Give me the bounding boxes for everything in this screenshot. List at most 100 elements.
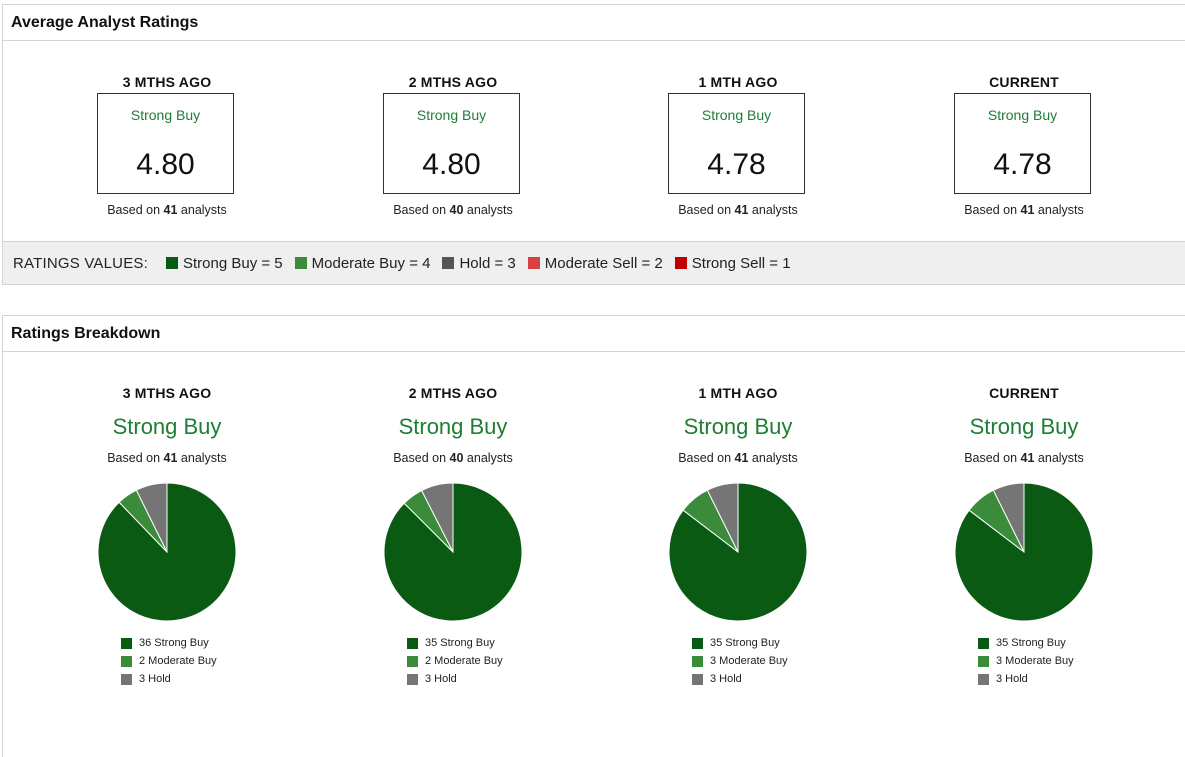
strong-sell-swatch <box>674 257 687 269</box>
ratings-breakdown-panel: Ratings Breakdown 3 MTHS AGO Strong Buy … <box>2 315 1185 757</box>
strong-buy-swatch <box>978 637 989 649</box>
rating-card-3m: Strong Buy 4.80 <box>97 93 234 194</box>
breakdown-analysts-3m: Based on 41 analysts <box>67 451 267 465</box>
based-suffix: analysts <box>1037 203 1084 217</box>
based-prefix: Based on <box>107 451 161 465</box>
pie-legend-item: 36 Strong Buy <box>121 634 217 652</box>
legend-moderate-buy: Moderate Buy = 4 <box>294 254 431 272</box>
breakdown-period-2m: 2 MTHS AGO <box>408 385 498 401</box>
pie-chart-3m <box>97 482 237 622</box>
pie-legend-label: 3 Moderate Buy <box>996 655 1074 667</box>
pie-chart-current <box>954 482 1094 622</box>
pie-legend-item: 35 Strong Buy <box>407 634 503 652</box>
based-suffix: analysts <box>466 451 513 465</box>
strong-buy-swatch <box>165 257 178 269</box>
moderate-buy-swatch <box>692 655 703 667</box>
strong-buy-swatch <box>121 637 132 649</box>
analyst-number: 41 <box>1020 203 1035 217</box>
based-prefix: Based on <box>964 451 1018 465</box>
pie-legend-label: 3 Hold <box>425 673 457 685</box>
rating-label: Strong Buy <box>130 107 201 123</box>
ratings-breakdown-title: Ratings Breakdown <box>3 316 1185 352</box>
pie-legend-item: 2 Moderate Buy <box>121 652 217 670</box>
legend-label: Strong Buy = 5 <box>182 254 283 272</box>
pie-legend-label: 2 Moderate Buy <box>139 655 217 667</box>
analyst-number: 40 <box>449 203 464 217</box>
pie-legend-item: 3 Hold <box>978 670 1074 688</box>
based-prefix: Based on <box>393 203 447 217</box>
period-label-1m: 1 MTH AGO <box>698 74 778 90</box>
based-suffix: analysts <box>466 203 513 217</box>
pie-legend-item: 3 Hold <box>407 670 503 688</box>
legend-label: Hold = 3 <box>459 254 516 272</box>
based-suffix: analysts <box>751 451 798 465</box>
legend-moderate-sell: Moderate Sell = 2 <box>527 254 663 272</box>
based-suffix: analysts <box>180 203 227 217</box>
pie-legend-item: 3 Moderate Buy <box>978 652 1074 670</box>
pie-legend-label: 2 Moderate Buy <box>425 655 503 667</box>
pie-legend-item: 35 Strong Buy <box>978 634 1074 652</box>
analyst-count-current: Based on 41 analysts <box>924 203 1124 217</box>
rating-score: 4.78 <box>707 148 766 181</box>
moderate-buy-swatch <box>978 655 989 667</box>
pie-legend-item: 2 Moderate Buy <box>407 652 503 670</box>
legend-label: Strong Sell = 1 <box>691 254 791 272</box>
breakdown-rating-2m: Strong Buy <box>398 414 508 439</box>
pie-chart-1m <box>668 482 808 622</box>
breakdown-analysts-1m: Based on 41 analysts <box>638 451 838 465</box>
hold-swatch <box>978 673 989 685</box>
period-label-current: CURRENT <box>989 74 1059 90</box>
legend-label: Moderate Buy = 4 <box>311 254 431 272</box>
pie-slice-hold <box>992 482 1025 553</box>
legend-label: Moderate Sell = 2 <box>544 254 663 272</box>
pie-slice-hold <box>135 482 168 553</box>
pie-legend-label: 3 Moderate Buy <box>710 655 788 667</box>
breakdown-rating-3m: Strong Buy <box>112 414 222 439</box>
moderate-buy-swatch <box>407 655 418 667</box>
analyst-number: 41 <box>163 203 178 217</box>
pie-legend-2m: 35 Strong Buy 2 Moderate Buy 3 Hold <box>407 634 503 688</box>
based-prefix: Based on <box>107 203 161 217</box>
breakdown-analysts-current: Based on 41 analysts <box>924 451 1124 465</box>
pie-legend-item: 3 Hold <box>692 670 788 688</box>
hold-swatch <box>692 673 703 685</box>
pie-legend-item: 3 Moderate Buy <box>692 652 788 670</box>
rating-score: 4.80 <box>422 148 481 181</box>
pie-legend-label: 36 Strong Buy <box>139 637 209 649</box>
ratings-values-legend: RATINGS VALUES: Strong Buy = 5 Moderate … <box>3 241 1185 284</box>
average-ratings-panel: Average Analyst Ratings 3 MTHS AGO Stron… <box>2 4 1185 285</box>
pie-legend-item: 35 Strong Buy <box>692 634 788 652</box>
based-prefix: Based on <box>393 451 447 465</box>
pie-legend-label: 3 Hold <box>139 673 171 685</box>
rating-card-2m: Strong Buy 4.80 <box>383 93 520 194</box>
hold-swatch <box>407 673 418 685</box>
average-ratings-title: Average Analyst Ratings <box>3 5 1185 41</box>
pie-legend-item: 3 Hold <box>121 670 217 688</box>
breakdown-period-3m: 3 MTHS AGO <box>122 385 212 401</box>
rating-card-current: Strong Buy 4.78 <box>954 93 1091 194</box>
breakdown-analysts-2m: Based on 40 analysts <box>353 451 553 465</box>
legend-strong-sell: Strong Sell = 1 <box>674 254 791 272</box>
based-prefix: Based on <box>678 451 732 465</box>
rating-label: Strong Buy <box>701 107 772 123</box>
rating-score: 4.78 <box>993 148 1052 181</box>
moderate-buy-swatch <box>121 655 132 667</box>
rating-score: 4.80 <box>136 148 195 181</box>
breakdown-rating-1m: Strong Buy <box>683 414 793 439</box>
pie-legend-1m: 35 Strong Buy 3 Moderate Buy 3 Hold <box>692 634 788 688</box>
analyst-number: 41 <box>734 451 749 465</box>
breakdown-rating-current: Strong Buy <box>969 414 1079 439</box>
breakdown-period-current: CURRENT <box>989 385 1059 401</box>
pie-legend-current: 35 Strong Buy 3 Moderate Buy 3 Hold <box>978 634 1074 688</box>
pie-legend-label: 35 Strong Buy <box>710 637 780 649</box>
pie-legend-label: 35 Strong Buy <box>996 637 1066 649</box>
legend-hold: Hold = 3 <box>442 254 516 272</box>
analyst-count-3m: Based on 41 analysts <box>67 203 267 217</box>
strong-buy-swatch <box>692 637 703 649</box>
pie-legend-3m: 36 Strong Buy 2 Moderate Buy 3 Hold <box>121 634 217 688</box>
rating-label: Strong Buy <box>987 107 1058 123</box>
hold-swatch <box>121 673 132 685</box>
rating-label: Strong Buy <box>416 107 487 123</box>
based-prefix: Based on <box>964 203 1018 217</box>
analyst-count-2m: Based on 40 analysts <box>353 203 553 217</box>
